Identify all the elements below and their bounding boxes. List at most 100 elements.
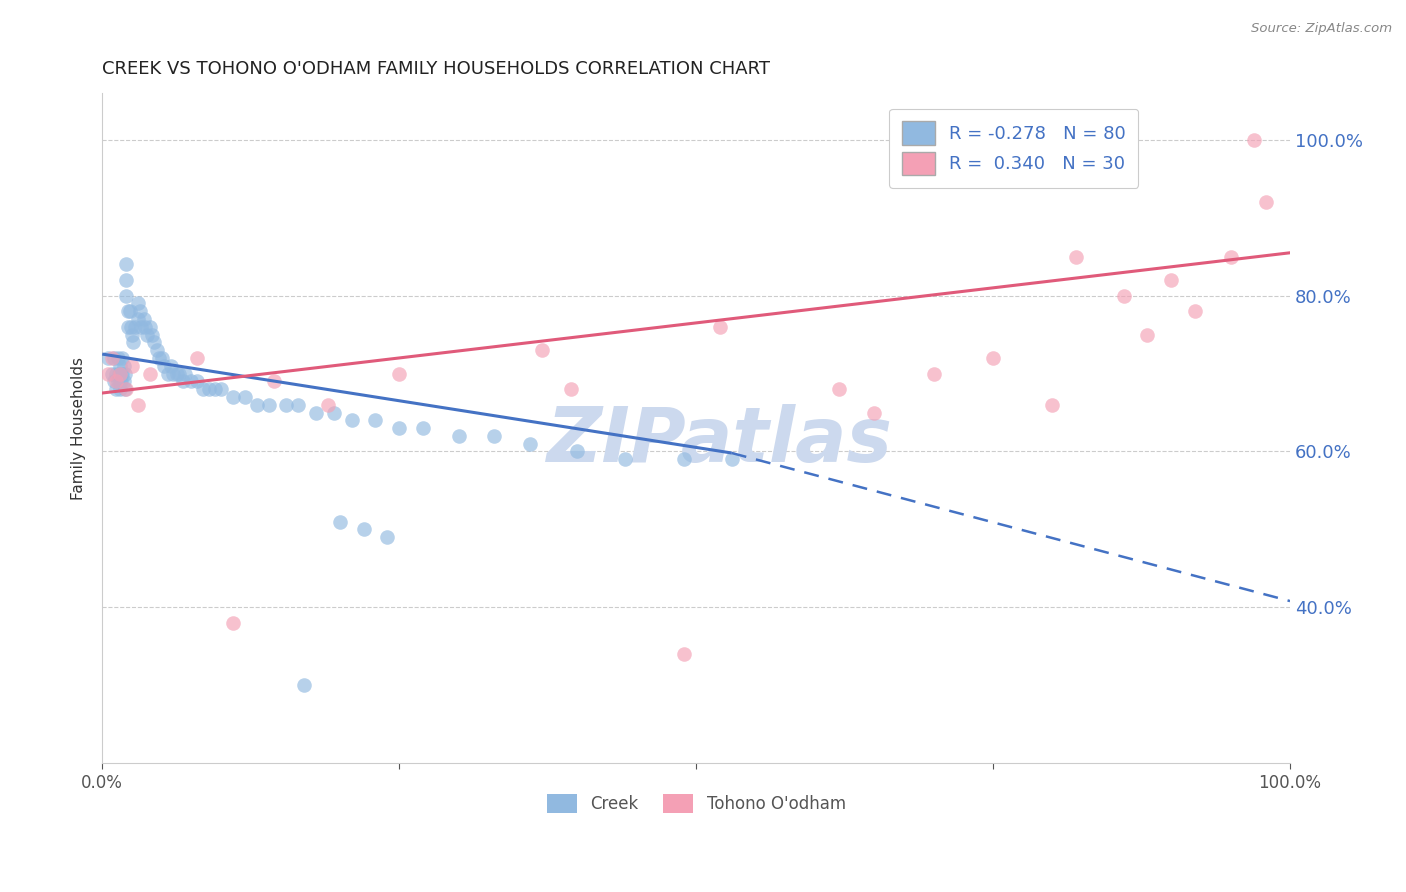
Point — [172, 375, 194, 389]
Point — [132, 312, 155, 326]
Point — [112, 359, 135, 373]
Point — [136, 327, 159, 342]
Point — [108, 367, 131, 381]
Point — [100, 351, 122, 365]
Point — [103, 351, 125, 365]
Point — [117, 319, 139, 334]
Point — [922, 367, 945, 381]
Point — [827, 382, 849, 396]
Point — [388, 421, 411, 435]
Point — [1160, 273, 1182, 287]
Point — [110, 375, 132, 389]
Point — [613, 452, 636, 467]
Point — [263, 375, 285, 389]
Point — [141, 327, 163, 342]
Point — [673, 452, 696, 467]
Point — [138, 319, 160, 334]
Point — [1219, 250, 1241, 264]
Point — [174, 367, 197, 381]
Point — [340, 413, 363, 427]
Point — [720, 452, 742, 467]
Point — [322, 405, 344, 419]
Point — [105, 375, 128, 389]
Point — [107, 351, 129, 365]
Point — [108, 367, 131, 381]
Point — [530, 343, 553, 358]
Point — [560, 382, 582, 396]
Text: Source: ZipAtlas.com: Source: ZipAtlas.com — [1251, 22, 1392, 36]
Point — [1243, 133, 1265, 147]
Point — [305, 405, 328, 419]
Point — [180, 375, 202, 389]
Point — [150, 351, 173, 365]
Point — [115, 288, 138, 302]
Point — [292, 678, 315, 692]
Point — [1064, 250, 1087, 264]
Point — [122, 335, 145, 350]
Point — [115, 273, 138, 287]
Point — [115, 382, 138, 396]
Point — [1184, 304, 1206, 318]
Point — [108, 375, 131, 389]
Point — [146, 343, 169, 358]
Point — [1042, 398, 1064, 412]
Point — [124, 319, 146, 334]
Point — [246, 398, 269, 412]
Point — [138, 367, 160, 381]
Point — [111, 367, 134, 381]
Point — [111, 351, 134, 365]
Point — [222, 615, 245, 630]
Point — [353, 522, 375, 536]
Point — [329, 515, 352, 529]
Point — [567, 444, 589, 458]
Point — [709, 319, 731, 334]
Point — [233, 390, 256, 404]
Point — [482, 429, 505, 443]
Point — [114, 367, 136, 381]
Point — [388, 367, 411, 381]
Point — [162, 367, 184, 381]
Point — [100, 367, 122, 381]
Point — [1112, 288, 1135, 302]
Point — [127, 398, 149, 412]
Point — [316, 398, 339, 412]
Point — [110, 367, 132, 381]
Point — [134, 319, 156, 334]
Point — [105, 367, 128, 381]
Text: CREEK VS TOHONO O'ODHAM FAMILY HOUSEHOLDS CORRELATION CHART: CREEK VS TOHONO O'ODHAM FAMILY HOUSEHOLD… — [103, 60, 770, 78]
Point — [148, 351, 170, 365]
Point — [112, 375, 135, 389]
Point — [121, 359, 143, 373]
Point — [114, 382, 136, 396]
Point — [129, 304, 152, 318]
Point — [169, 367, 191, 381]
Point — [115, 257, 138, 271]
Point — [127, 312, 149, 326]
Point — [198, 382, 221, 396]
Point — [204, 382, 226, 396]
Point — [287, 398, 309, 412]
Point — [107, 375, 129, 389]
Text: ZIPatlas: ZIPatlas — [547, 404, 893, 478]
Point — [108, 359, 131, 373]
Point — [153, 359, 176, 373]
Point — [108, 382, 131, 396]
Point — [981, 351, 1004, 365]
Y-axis label: Family Households: Family Households — [72, 357, 86, 500]
Point — [1136, 327, 1159, 342]
Point — [166, 367, 188, 381]
Point — [160, 359, 183, 373]
Point — [127, 296, 149, 310]
Point — [276, 398, 298, 412]
Point — [519, 436, 541, 450]
Point — [156, 367, 179, 381]
Point — [209, 382, 232, 396]
Point — [105, 382, 128, 396]
Point — [375, 530, 398, 544]
Legend: Creek, Tohono O'odham: Creek, Tohono O'odham — [538, 786, 853, 822]
Point — [103, 375, 125, 389]
Point — [97, 351, 120, 365]
Point — [222, 390, 245, 404]
Point — [131, 319, 153, 334]
Point — [257, 398, 280, 412]
